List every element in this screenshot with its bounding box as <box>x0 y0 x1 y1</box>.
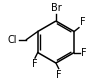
Text: F: F <box>56 70 62 80</box>
Text: Br: Br <box>51 3 61 13</box>
Text: F: F <box>80 17 85 27</box>
Text: F: F <box>32 59 37 69</box>
Text: F: F <box>81 48 86 58</box>
Text: Cl: Cl <box>7 35 17 45</box>
